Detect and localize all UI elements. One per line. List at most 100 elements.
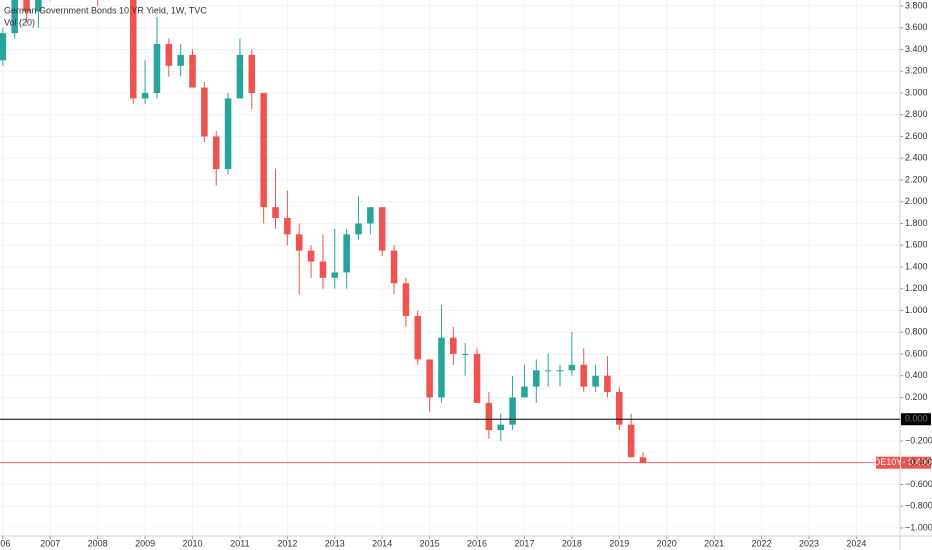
candle-body [533,370,540,387]
candle-body [438,337,445,398]
candle-body [331,272,339,278]
candle-body [189,54,196,88]
y-tick-label: 0.400 [905,370,928,380]
x-tick-label: 2019 [609,538,629,548]
x-tick-label: 006 [0,538,10,548]
candle-body [580,364,587,387]
candle-body [11,0,18,34]
x-tick-label: 2008 [88,538,108,548]
symbol-box [876,456,900,469]
y-tick-label: 2.600 [905,131,928,141]
chart-title: German Government Bonds 10 YR Yield, 1W,… [4,5,207,15]
y-tick-label: 2.000 [905,196,928,206]
x-tick-label: 2015 [420,538,440,548]
y-tick-label: 1.200 [905,283,928,293]
y-tick-label: 1.000 [905,305,928,315]
plot-area [0,0,647,463]
candle-body [295,234,303,251]
x-tick-label: 2023 [799,538,819,548]
candle-body [307,250,315,262]
y-tick-label: 3.400 [905,44,928,54]
indicator-label: Vol (20) [4,17,35,27]
last-price-box [901,456,931,469]
candle-body [616,392,623,425]
candle-body [485,402,493,431]
candle-body [402,283,410,316]
candle-body [544,370,552,372]
candle-body [284,218,291,235]
zero-label-box [901,413,931,426]
y-tick-label: 3.800 [905,0,928,10]
y-tick-label: −1.000 [905,522,932,532]
candle-body [497,424,504,431]
y-tick-label: 0.000 [905,414,928,424]
x-tick-label: 2010 [183,538,203,548]
candle-body [248,54,256,93]
candle-body [177,54,184,66]
candle-body [165,44,173,66]
x-tick-label: 2013 [325,538,345,548]
symbol-label: DE10Y [874,457,903,467]
candle-body [639,457,647,463]
x-tick-label: 2020 [657,538,677,548]
candle-body [343,234,350,273]
candle-body [236,54,244,99]
x-tick-label: 2024 [846,538,866,548]
candle-body [23,0,30,12]
candle-body [224,98,232,170]
candle-body [355,223,362,235]
candle-body [201,87,208,137]
x-tick-label: 2018 [562,538,582,548]
y-tick-label: 3.000 [905,87,928,97]
candle-body [450,337,457,354]
candle-body [426,359,433,398]
y-tick-label: 0.800 [905,327,928,337]
y-tick-label: 0.200 [905,392,928,402]
y-tick-label: −0.400 [905,457,932,467]
x-tick-label: 2011 [230,538,249,548]
y-tick-label: 2.800 [905,109,928,119]
y-tick-label: 2.400 [905,153,928,163]
y-tick-label: 2.200 [905,174,928,184]
candle-body [556,370,564,372]
candle-body [414,315,422,360]
y-tick-label: 1.400 [905,261,928,271]
candle-body [367,207,374,224]
y-tick-label: −0.600 [905,479,932,489]
candle-body [627,424,635,458]
candle-body [390,250,398,284]
candle-body [461,353,469,355]
x-tick-label: 2022 [752,538,772,548]
candle-body [141,92,149,99]
zero-label: 0.000 [905,414,928,424]
candle-body [0,33,7,61]
candle-body [521,386,528,398]
candle-body [272,207,279,219]
overlay: 0.000 DE10Y −0.400 [0,413,931,469]
candle-body [378,207,386,251]
candle-body [212,136,220,170]
y-tick-label: 3.200 [905,66,928,76]
last-price-label: −0.400 [903,457,931,467]
y-tick-label: 3.600 [905,22,928,32]
candle-body [604,375,611,393]
x-tick-label: 2021 [704,538,724,548]
x-tick-label: 2009 [135,538,155,548]
y-tick-label: 1.600 [905,240,928,250]
candle-body [153,44,161,93]
candle-body [473,353,481,403]
y-tick-label: −0.200 [905,435,932,445]
x-tick-label: 2007 [40,538,60,548]
x-tick-label: 2016 [467,538,487,548]
y-tick-label: 0.600 [905,348,928,358]
x-tick-label: 2012 [277,538,297,548]
candle-body [129,0,137,99]
candle-body [35,0,42,12]
y-tick-label: 1.800 [905,218,928,228]
x-tick-label: 2014 [372,538,392,548]
y-tick-label: −0.800 [905,501,932,511]
x-tick-label: 2017 [514,538,534,548]
candle-body [319,261,327,278]
